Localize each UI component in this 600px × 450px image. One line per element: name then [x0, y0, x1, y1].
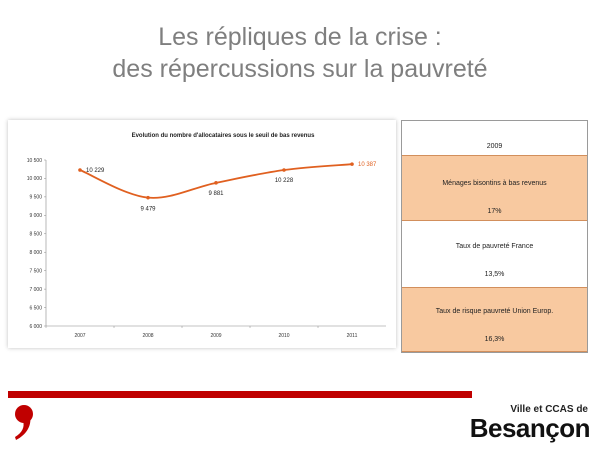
table-cell-france: Taux de pauvreté France 13,5%	[402, 221, 587, 287]
x-axis-ticks: 2007 2008 2009 2010 2011	[45, 326, 358, 339]
chart-axes	[45, 160, 386, 327]
line-chart: Evolution du nombre d'allocataires sous …	[27, 133, 386, 339]
data-label: 10 387	[358, 162, 377, 168]
france-label: Taux de pauvreté France	[455, 243, 534, 250]
y-tick-label: 6 500	[29, 305, 42, 311]
data-point	[350, 162, 354, 166]
europe-value: 16,3%	[484, 336, 505, 343]
data-label: 9 881	[208, 191, 224, 197]
data-label: 9 479	[140, 207, 156, 213]
poverty-rates-table: 2009 Ménages bisontins à bas revenus 17%…	[401, 120, 588, 353]
x-tick-label: 2010	[278, 333, 289, 339]
data-point	[214, 181, 218, 185]
logo-wordmark: Besançon	[469, 413, 591, 443]
x-tick-label: 2011	[347, 333, 358, 339]
data-labels: 10 229 9 479 9 881 10 228 10 387	[86, 162, 377, 212]
data-label: 10 228	[275, 178, 294, 184]
x-tick-label: 2008	[142, 333, 153, 339]
y-tick-label: 10 000	[27, 176, 43, 182]
data-point	[282, 168, 286, 172]
red-comma-icon	[15, 405, 33, 440]
slide-title-line-1: Les répliques de la crise :	[158, 23, 442, 51]
table-cell-year: 2009	[402, 121, 587, 155]
europe-label: Taux de risque pauvreté Union Europ.	[435, 308, 554, 315]
table-cell-europe: Taux de risque pauvreté Union Europ. 16,…	[402, 287, 587, 352]
y-tick-label: 7 000	[29, 287, 42, 293]
data-point	[146, 195, 150, 200]
chart-title: Evolution du nombre d'allocataires sous …	[132, 133, 315, 139]
y-axis-ticks: 6 000 6 500 7 000 7 500 8 000 8 500 9 000 9 500…	[27, 158, 46, 330]
logo-subtitle: Ville et CCAS de	[510, 404, 588, 415]
line-chart-panel: Evolution du nombre d'allocataires sous …	[8, 120, 396, 348]
data-point	[78, 168, 82, 172]
year-label: 2009	[486, 143, 503, 150]
y-tick-label: 10 500	[27, 158, 43, 164]
x-tick-label: 2007	[74, 333, 85, 339]
data-label: 10 229	[86, 168, 105, 174]
y-tick-label: 9 000	[29, 213, 42, 219]
slide-title-line-2: des répercussions sur la pauvreté	[112, 55, 488, 83]
table-cell-menages: Ménages bisontins à bas revenus 17%	[402, 155, 587, 221]
x-tick-label: 2009	[210, 333, 221, 339]
france-value: 13,5%	[484, 271, 505, 278]
red-divider-bar	[8, 391, 472, 398]
y-tick-label: 8 500	[29, 232, 42, 238]
menages-label: Ménages bisontins à bas revenus	[442, 180, 547, 187]
menages-value: 17%	[487, 208, 502, 215]
data-series	[78, 162, 354, 200]
y-tick-label: 6 000	[29, 324, 42, 330]
y-tick-label: 9 500	[29, 195, 42, 201]
y-tick-label: 8 000	[29, 250, 42, 256]
besancon-logo: Ville et CCAS de Besançon	[470, 401, 594, 443]
y-tick-label: 7 500	[29, 268, 42, 274]
